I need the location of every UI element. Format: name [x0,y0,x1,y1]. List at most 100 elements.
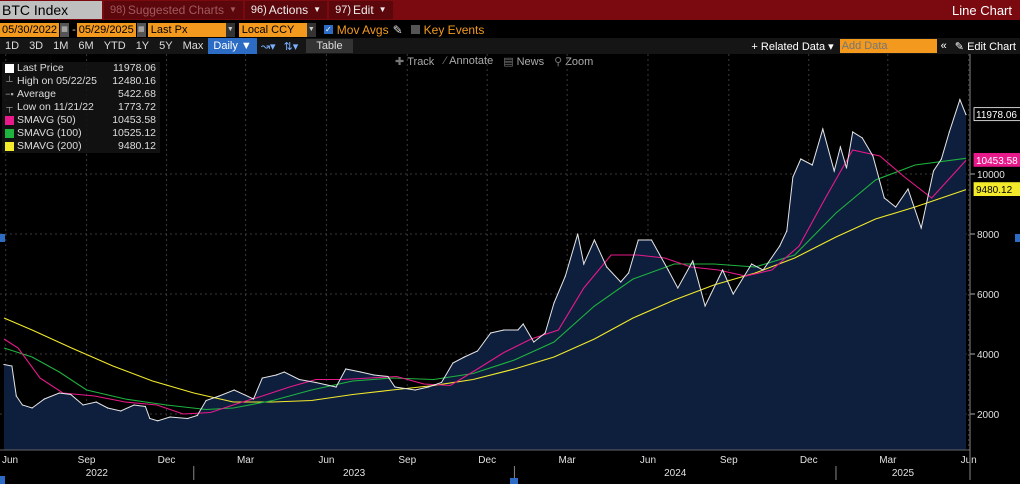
news-tool[interactable]: ▤ News [503,55,544,69]
last-value-label-box [973,182,1020,196]
suggested-charts-button[interactable]: 98) Suggested Charts ▼ [104,1,243,19]
price-point [15,395,17,397]
period-3d[interactable]: 3D [29,40,44,52]
currency-select[interactable]: Local CCY [238,22,307,37]
price-area-fill [4,99,966,450]
add-data-input[interactable] [839,39,937,53]
annotate-tool[interactable]: ∕ Annotate [444,55,493,69]
legend-value: 10525.12 [112,127,156,139]
period-toolbar: 1D 3D 1M 6M YTD 1Y 5Y Max Daily ▼ ↝▾ ⇅▾ … [0,38,1020,54]
average-marker-icon: −▪ [5,89,14,99]
left-resize-handle[interactable] [0,234,5,242]
chevron-down-icon: ▼ [228,5,237,14]
pencil-icon[interactable]: ✎ [392,22,403,37]
price-point [792,176,794,178]
pen-icon: ∕ [444,55,447,67]
x-tick-label: Mar [879,455,897,466]
checkbox-unchecked-icon [410,25,420,34]
mov-avgs-toggle[interactable]: ✓ Mov Avgs ✎ [323,22,403,37]
price-point [577,233,579,235]
price-point [387,375,389,378]
x-tick-label: Mar [237,455,255,466]
frequency-select[interactable]: Daily ▼ [208,38,257,54]
price-point [883,197,885,199]
y-tick-label: 4000 [977,350,1000,361]
end-date-input[interactable]: 05/29/2025 [76,22,136,37]
period-ytd[interactable]: YTD [103,40,126,52]
period-max[interactable]: Max [182,40,204,52]
price-point [82,404,84,406]
price-point [394,386,396,388]
collapse-icon[interactable]: « [940,40,947,52]
x-tick-label: Mar [559,455,577,466]
legend-value: 11978.06 [112,62,156,74]
legend-label: Average [17,88,56,100]
track-tool[interactable]: ✚ Track [395,55,434,69]
price-point [872,155,874,157]
price-point [544,332,546,334]
track-label: Track [407,56,435,68]
period-6m[interactable]: 6M [78,40,94,52]
edit-chart-button[interactable]: ✎ Edit Chart [954,40,1016,53]
price-point [959,99,961,101]
frequency-label: Daily [213,40,238,52]
period-1y[interactable]: 1Y [135,40,150,52]
period-1d[interactable]: 1D [5,40,20,52]
bottom-resize-handle[interactable] [510,478,518,484]
right-resize-handle[interactable] [1015,234,1020,242]
x-tick-label: Jun [318,455,334,466]
price-chart[interactable]: 2000 4000 6000 8000 10000 Jun Sep Dec Mar Jun Sep D… [0,54,1020,484]
price-point [861,137,863,139]
legend-row-high: ┴ High on 05/22/25 12480.16 [2,75,160,88]
price-point [907,188,909,190]
chevron-down-icon[interactable]: ▼ [225,22,235,37]
zoom-tool[interactable]: ⚲ Zoom [554,55,593,69]
key-events-label: Key Events [423,22,485,37]
price-point [845,167,848,169]
field-select[interactable]: Last Px [147,22,226,37]
price-point [833,170,835,172]
calendar-icon[interactable]: ▦ [136,22,146,37]
actions-label: Actions [268,3,309,17]
actions-button[interactable]: 96) Actions ▼ [244,1,328,19]
price-point [283,371,285,373]
start-date-input[interactable]: 05/30/2022 [0,22,60,37]
period-5y[interactable]: 5Y [159,40,173,52]
ticker-input[interactable]: BTC Index [0,1,102,19]
price-point [920,227,922,229]
price-point [564,275,566,277]
line-chart-icon[interactable]: ↝▾ [260,40,276,53]
table-button[interactable]: Table [306,39,353,53]
price-point [476,350,479,352]
legend-swatch [5,64,14,73]
price-point [275,374,277,376]
key-events-toggle[interactable]: Key Events [410,22,485,37]
year-label: 2024 [664,468,687,479]
date-toolbar: 05/30/2022 ▦ - 05/29/2025 ▦ Last Px ▼ Lo… [0,21,1020,38]
edit-label: Edit [352,3,374,17]
legend-value: 10453.58 [112,114,156,126]
edit-button[interactable]: 97) Edit ▼ [329,1,393,19]
legend-label: Last Price [17,62,64,74]
price-point [440,381,443,384]
price-point [948,131,950,133]
chevron-down-icon[interactable]: ▼ [306,22,316,37]
last-value-label-box [973,107,1020,122]
x-tick-label: Sep [398,455,416,466]
price-point [852,131,854,133]
bar-style-icon[interactable]: ⇅▾ [283,40,299,53]
price-point [169,416,171,418]
period-1m[interactable]: 1M [53,40,69,52]
calendar-icon[interactable]: ▦ [60,22,70,37]
price-point [895,206,897,208]
price-point [95,401,97,403]
price-point [503,329,505,331]
y-tick-label: 8000 [977,230,1000,241]
legend-value: 1773.72 [118,101,156,113]
related-data-button[interactable]: + Related Data ▾ [751,40,834,53]
chart-tools: ✚ Track ∕ Annotate ▤ News ⚲ Zoom [395,55,593,69]
legend-label: SMAVG (100) [17,127,82,139]
edit-number: 97) [335,4,351,16]
left-bottom-handle[interactable] [0,476,5,484]
magnifier-icon: ⚲ [554,56,563,68]
